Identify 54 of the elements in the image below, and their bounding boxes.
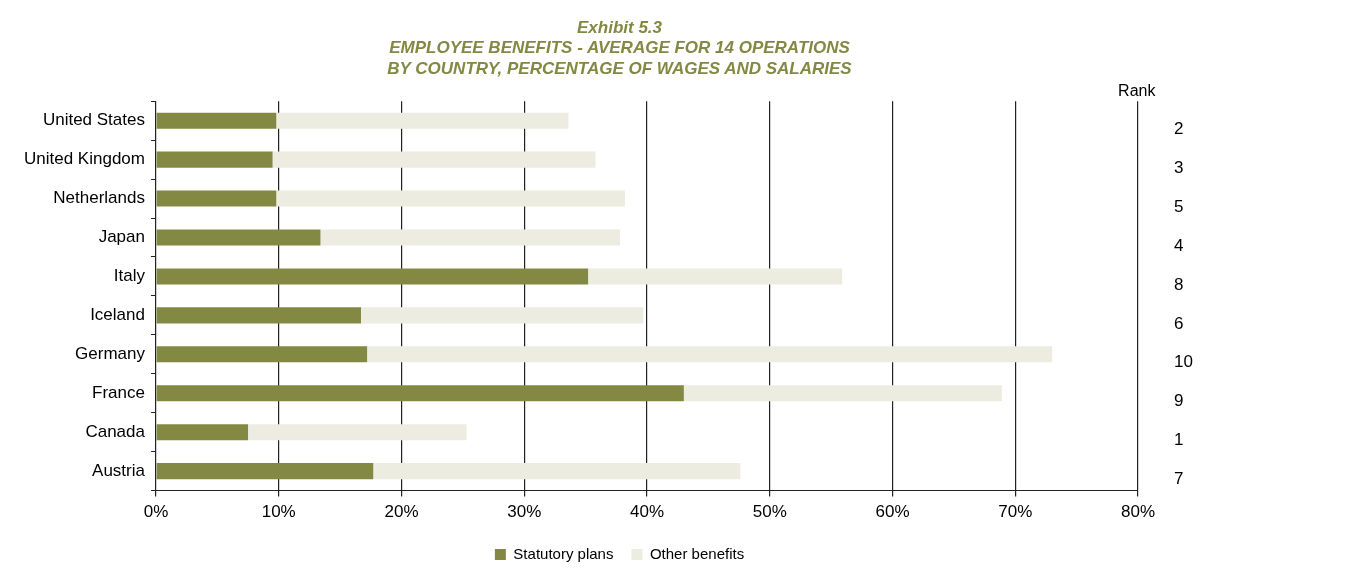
y2-tick-label: 6 bbox=[1174, 313, 1184, 333]
bar bbox=[272, 151, 596, 168]
bar bbox=[156, 229, 321, 246]
y2-tick-label: 3 bbox=[1174, 157, 1184, 177]
bar bbox=[367, 346, 1053, 363]
y-tick-label: Japan bbox=[98, 227, 145, 247]
x-tick-label: 30% bbox=[507, 502, 542, 522]
y2-tick-label: 8 bbox=[1174, 274, 1184, 294]
y2-tick-label: 5 bbox=[1174, 196, 1184, 216]
bar bbox=[156, 190, 277, 207]
bar bbox=[588, 268, 843, 285]
x-tick-label: 60% bbox=[875, 502, 910, 522]
bar bbox=[156, 463, 374, 480]
y-tick-label: United Kingdom bbox=[23, 149, 145, 169]
bar bbox=[156, 268, 589, 285]
y2-tick-label: 7 bbox=[1174, 469, 1184, 489]
y2-tick-label: 10 bbox=[1174, 352, 1194, 372]
y-tick-label: Germany bbox=[75, 344, 146, 363]
x-tick-label: 40% bbox=[630, 502, 665, 522]
bar bbox=[156, 112, 277, 129]
y-tick-label: Iceland bbox=[90, 305, 145, 325]
bar bbox=[320, 229, 621, 246]
legend-label: Other benefits bbox=[649, 544, 745, 562]
y-tick-label: Italy bbox=[113, 266, 146, 286]
x-tick-label: 80% bbox=[1121, 502, 1156, 522]
bar bbox=[683, 385, 1002, 402]
bar bbox=[156, 424, 249, 441]
y2-tick-label: 4 bbox=[1174, 235, 1184, 255]
bar bbox=[156, 385, 684, 402]
bar bbox=[276, 190, 625, 207]
y-tick-label: Austria bbox=[92, 460, 146, 480]
y-tick-label: Canada bbox=[85, 421, 146, 441]
y2-tick-label: 2 bbox=[1174, 118, 1184, 138]
bar bbox=[156, 151, 273, 168]
x-tick-label: 70% bbox=[998, 502, 1033, 522]
y2-tick-label: 9 bbox=[1174, 391, 1184, 411]
bar bbox=[373, 463, 741, 480]
y-tick-label: Netherlands bbox=[53, 188, 145, 208]
bar bbox=[156, 346, 368, 363]
bar bbox=[360, 307, 644, 324]
y-tick-label: France bbox=[92, 382, 145, 402]
bar bbox=[276, 112, 569, 129]
x-tick-label: 50% bbox=[752, 502, 787, 522]
chart-subtitle: EMPLOYEE BENEFITS - AVERAGE FOR 14 OPERATIONS BY COUNTRY, PERCENTAGE OF WAGES AND SALARIES bbox=[387, 38, 853, 78]
bar bbox=[248, 424, 467, 441]
x-tick-label: 10% bbox=[261, 502, 296, 522]
y2-axis-title: Rank bbox=[1118, 81, 1157, 99]
y-tick-label: United States bbox=[42, 110, 145, 130]
x-tick-label: 20% bbox=[384, 502, 419, 522]
legend-label: Statutory plans bbox=[513, 544, 614, 562]
x-tick-label: 0% bbox=[143, 502, 169, 522]
y2-tick-label: 1 bbox=[1174, 430, 1184, 450]
bar bbox=[156, 307, 361, 324]
chart-title: Exhibit 5.3 bbox=[576, 17, 663, 37]
